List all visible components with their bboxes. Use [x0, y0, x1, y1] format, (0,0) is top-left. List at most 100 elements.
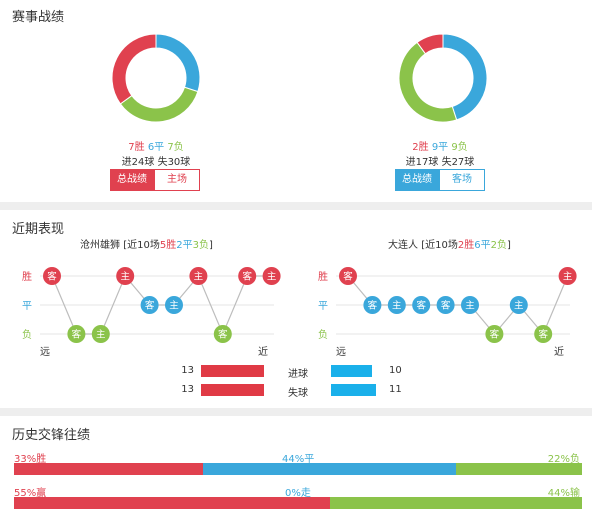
left-match-marker[interactable]: 主	[116, 267, 135, 285]
left-summary-losses: 3负	[192, 240, 209, 251]
right-goals-against-bar	[331, 384, 376, 396]
left-match-marker[interactable]: 客	[213, 325, 232, 343]
right-summary-prefix: [近10场	[421, 240, 458, 251]
right-goals-line: 进17球 失27球	[405, 157, 475, 168]
right-axis-draw-label: 平	[318, 301, 328, 312]
head-to-head-section: 历史交锋往绩 33%胜 44%平 22%负 55%赢 0%走 44%输	[0, 416, 592, 513]
left-wdl: 7胜 6平 7负	[100, 138, 212, 153]
right-goals-for-bar	[331, 365, 372, 377]
h2h-win-pct: 33%胜	[14, 454, 47, 465]
left-match-marker[interactable]: 主	[91, 325, 110, 343]
left-match-marker[interactable]: 客	[67, 325, 86, 343]
left-win-count: 7胜	[128, 142, 145, 153]
h2h-handicap-bar	[14, 497, 582, 509]
right-team-name: 大连人	[388, 240, 418, 251]
left-draw-count: 6平	[147, 142, 165, 153]
right-loss-count: 9负	[451, 142, 468, 153]
left-record-toggle: 总战绩 主场	[110, 169, 200, 191]
right-match-marker[interactable]: 主	[558, 267, 577, 285]
right-summary-losses: 2负	[490, 240, 507, 251]
left-summary-draws: 2平	[176, 240, 193, 251]
left-match-marker[interactable]: 主	[262, 267, 281, 285]
right-match-marker[interactable]: 客	[485, 325, 504, 343]
svg-text:主: 主	[194, 271, 204, 283]
h2h-handicap-win-pct: 55%赢	[14, 488, 47, 499]
svg-text:客: 客	[242, 271, 252, 283]
right-record-donut	[398, 33, 488, 123]
h2h-loss-pct: 22%负	[547, 454, 580, 465]
svg-text:主: 主	[465, 300, 475, 312]
svg-text:客: 客	[538, 329, 548, 341]
left-goals-against-bar	[201, 384, 264, 396]
right-match-marker[interactable]: 客	[339, 267, 357, 285]
left-axis-loss-label: 负	[22, 328, 32, 341]
right-match-marker[interactable]: 客	[534, 325, 553, 343]
left-axis-draw-label: 平	[22, 301, 32, 312]
right-win-slice	[416, 33, 444, 55]
left-home-record-button[interactable]: 主场	[154, 169, 200, 191]
right-total-record-button[interactable]: 总战绩	[395, 169, 439, 191]
svg-text:主: 主	[563, 271, 573, 283]
h2h-loss-segment	[455, 463, 582, 475]
right-match-marker[interactable]: 主	[387, 296, 406, 314]
h2h-result-bar	[14, 463, 582, 475]
right-match-marker[interactable]: 主	[509, 296, 528, 314]
goals-against-label: 失球	[288, 388, 308, 399]
h2h-win-segment	[14, 463, 204, 475]
left-axis-win-label: 胜	[22, 271, 32, 283]
right-axis-loss-label: 负	[318, 328, 328, 341]
left-loss-slice	[119, 86, 199, 123]
left-loss-count: 7负	[167, 142, 184, 153]
left-match-marker[interactable]: 主	[189, 267, 208, 285]
h2h-draw-pct: 44%平	[282, 454, 315, 465]
svg-text:客: 客	[343, 271, 353, 283]
left-match-marker[interactable]: 客	[43, 267, 61, 285]
left-far-label: 远	[40, 346, 50, 358]
svg-text:客: 客	[490, 329, 500, 341]
left-form-chart: 胜平负客客 主主客 主主客客 主远近	[22, 267, 281, 358]
left-draw-slice	[155, 33, 201, 93]
svg-text:客: 客	[368, 300, 378, 312]
right-match-marker[interactable]: 客	[436, 296, 455, 314]
right-form-chart: 胜平负客客主客客主客主客主远近	[318, 267, 577, 358]
left-record-donut	[111, 33, 201, 123]
left-form-line	[51, 274, 272, 336]
h2h-handicap-loss-segment	[329, 497, 582, 509]
left-summary-suffix: ]	[208, 240, 213, 251]
right-away-record-button[interactable]: 客场	[439, 169, 485, 191]
svg-text:客: 客	[218, 329, 228, 341]
svg-text:客: 客	[47, 271, 57, 283]
right-summary-suffix: ]	[506, 240, 511, 251]
record-section-title: 赛事战绩	[12, 10, 65, 25]
left-team-name: 沧州雄狮	[80, 240, 120, 251]
right-loss-slice	[398, 41, 458, 123]
left-near-label: 近	[258, 345, 268, 358]
right-near-label: 近	[554, 345, 564, 358]
right-axis-win-label: 胜	[318, 271, 328, 283]
svg-text:主: 主	[267, 271, 277, 283]
h2h-draw-segment	[203, 463, 456, 475]
right-match-marker[interactable]: 客	[363, 296, 382, 314]
svg-text:主: 主	[169, 300, 179, 312]
right-team-form-summary: 大连人 [近10场2胜6平2负]	[388, 236, 511, 251]
right-match-marker[interactable]: 客	[412, 296, 431, 314]
left-win-slice	[111, 33, 157, 105]
svg-text:客: 客	[145, 300, 155, 312]
left-match-marker[interactable]: 客	[140, 296, 159, 314]
right-summary-draws: 6平	[474, 240, 491, 251]
left-goals-for-value: 13	[181, 365, 194, 376]
svg-text:客: 客	[416, 300, 426, 312]
right-win-count: 2胜	[412, 142, 429, 153]
left-match-marker[interactable]: 主	[165, 296, 183, 314]
h2h-handicap-push-pct: 0%走	[285, 488, 311, 499]
goals-for-label: 进球	[288, 369, 308, 380]
svg-text:客: 客	[72, 329, 82, 341]
svg-text:主: 主	[96, 329, 106, 341]
svg-text:主: 主	[514, 300, 524, 312]
right-match-marker[interactable]: 主	[461, 296, 479, 314]
left-match-marker[interactable]: 客	[238, 267, 257, 285]
right-wdl: 2胜 9平 9负	[384, 138, 496, 153]
record-section: 赛事战绩 7胜 6平 7负 进24球 失30球 总战绩 主场 2胜 9平 9负 …	[0, 0, 592, 202]
left-total-record-button[interactable]: 总战绩	[110, 169, 154, 191]
right-draw-count: 9平	[431, 142, 449, 153]
